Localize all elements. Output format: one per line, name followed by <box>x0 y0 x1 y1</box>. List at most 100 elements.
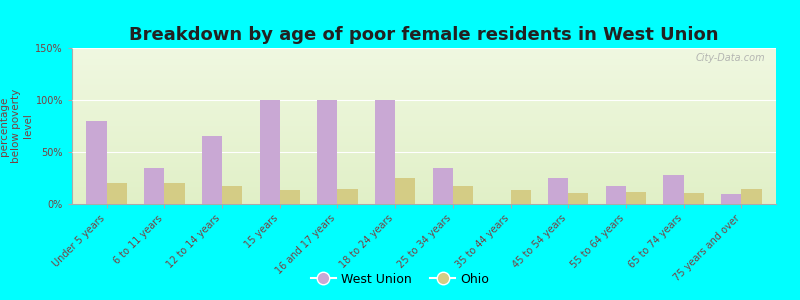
Bar <box>72 157 776 159</box>
Text: City-Data.com: City-Data.com <box>696 53 766 63</box>
Bar <box>72 50 776 51</box>
Bar <box>72 139 776 140</box>
Bar <box>72 103 776 104</box>
Bar <box>568 193 589 204</box>
Bar <box>72 121 776 123</box>
Bar <box>72 165 776 166</box>
Bar <box>72 131 776 132</box>
Bar <box>106 183 127 204</box>
Bar <box>72 109 776 110</box>
Bar <box>72 67 776 68</box>
Bar <box>72 187 776 188</box>
Bar <box>453 186 473 204</box>
Title: Breakdown by age of poor female residents in West Union: Breakdown by age of poor female resident… <box>130 26 718 44</box>
Bar <box>72 59 776 61</box>
Bar <box>72 179 776 181</box>
Bar <box>375 100 395 204</box>
Bar <box>72 128 776 129</box>
Bar <box>72 68 776 70</box>
Bar <box>510 190 530 204</box>
Bar <box>72 110 776 112</box>
Bar <box>318 100 338 204</box>
Bar <box>72 92 776 93</box>
Bar <box>72 171 776 173</box>
Bar <box>72 167 776 168</box>
Bar <box>72 70 776 71</box>
Bar <box>72 193 776 195</box>
Bar <box>72 76 776 78</box>
Bar <box>72 51 776 53</box>
Bar <box>72 71 776 73</box>
Bar <box>72 74 776 76</box>
Bar <box>72 154 776 156</box>
Bar <box>72 173 776 174</box>
Bar <box>338 189 358 204</box>
Bar <box>280 190 300 204</box>
Bar <box>72 196 776 198</box>
Bar <box>72 156 776 157</box>
Bar <box>72 112 776 113</box>
Bar <box>72 79 776 81</box>
Bar <box>164 183 185 204</box>
Bar <box>72 98 776 100</box>
Bar <box>72 182 776 184</box>
Bar <box>72 73 776 74</box>
Bar <box>72 151 776 152</box>
Legend: West Union, Ohio: West Union, Ohio <box>306 268 494 291</box>
Bar <box>72 170 776 171</box>
Bar <box>72 190 776 191</box>
Bar <box>72 199 776 201</box>
Bar <box>72 78 776 79</box>
Bar <box>72 93 776 95</box>
Bar <box>72 132 776 134</box>
Bar <box>72 87 776 88</box>
Bar <box>72 48 776 50</box>
Bar <box>72 84 776 86</box>
Bar <box>72 104 776 106</box>
Bar <box>72 202 776 204</box>
Bar <box>72 159 776 160</box>
Bar <box>72 160 776 162</box>
Bar <box>72 88 776 90</box>
Bar <box>72 195 776 196</box>
Bar <box>72 168 776 170</box>
Bar <box>72 191 776 193</box>
Bar <box>86 121 106 204</box>
Bar <box>684 193 704 204</box>
Bar <box>548 178 568 204</box>
Bar <box>72 53 776 54</box>
Bar <box>72 124 776 126</box>
Bar <box>72 188 776 190</box>
Bar <box>72 64 776 65</box>
Bar <box>72 56 776 57</box>
Bar <box>72 101 776 103</box>
Bar <box>72 90 776 92</box>
Bar <box>72 134 776 135</box>
Bar <box>72 178 776 179</box>
Bar <box>72 82 776 84</box>
Bar <box>72 107 776 109</box>
Bar <box>72 185 776 187</box>
Bar <box>72 137 776 139</box>
Bar <box>433 168 453 204</box>
Bar <box>72 135 776 137</box>
Bar <box>72 140 776 142</box>
Bar <box>72 143 776 145</box>
Bar <box>72 129 776 131</box>
Bar <box>72 62 776 64</box>
Bar <box>72 162 776 164</box>
Bar <box>72 57 776 59</box>
Bar <box>72 100 776 101</box>
Bar <box>72 85 776 87</box>
Bar <box>72 201 776 202</box>
Bar <box>222 186 242 204</box>
Bar <box>72 54 776 56</box>
Bar <box>72 120 776 121</box>
Bar <box>72 95 776 96</box>
Bar <box>72 142 776 143</box>
Bar <box>72 115 776 117</box>
Bar <box>72 96 776 98</box>
Bar <box>72 184 776 185</box>
Bar <box>72 145 776 146</box>
Bar <box>606 186 626 204</box>
